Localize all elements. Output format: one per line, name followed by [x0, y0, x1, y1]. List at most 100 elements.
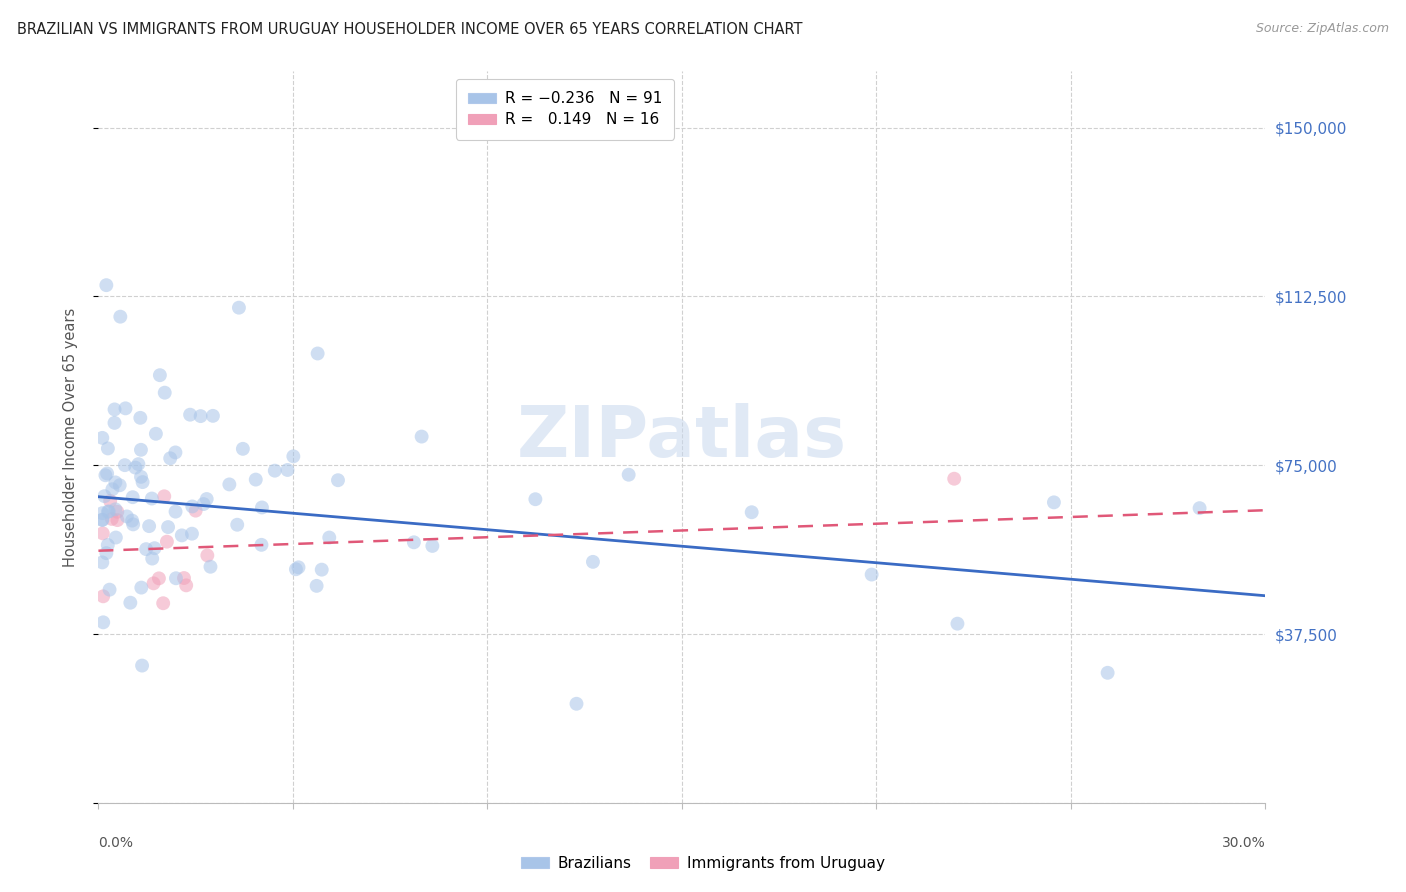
Point: [153, 385, 176, 400]
Point: [98, 582, 121, 597]
Point: [245, 473, 267, 487]
Point: [156, 534, 179, 549]
Point: [173, 571, 195, 585]
Text: ZIPatlas: ZIPatlas: [517, 402, 846, 472]
Point: [124, 460, 146, 475]
Point: [105, 513, 128, 527]
Point: [97, 505, 120, 519]
Point: [263, 464, 285, 478]
Point: [129, 470, 152, 484]
Point: [174, 578, 197, 592]
Point: [741, 505, 763, 519]
Point: [101, 482, 124, 496]
Point: [565, 697, 588, 711]
Point: [165, 571, 187, 585]
Point: [91, 526, 114, 541]
Point: [318, 531, 340, 545]
Point: [91, 506, 114, 520]
Point: [120, 596, 142, 610]
Point: [129, 410, 152, 425]
Point: [1188, 501, 1211, 516]
Point: [114, 458, 136, 472]
Point: [97, 504, 120, 518]
Point: [232, 442, 254, 456]
Point: [97, 442, 120, 456]
Point: [195, 491, 218, 506]
Point: [943, 472, 966, 486]
Point: [193, 497, 215, 511]
Point: [91, 615, 114, 630]
Point: [284, 562, 307, 576]
Point: [97, 538, 120, 552]
Point: [91, 513, 114, 527]
Point: [101, 512, 124, 526]
Point: [190, 409, 212, 424]
Point: [110, 310, 132, 324]
Point: [159, 451, 181, 466]
Point: [179, 408, 201, 422]
Point: [138, 519, 160, 533]
Point: [200, 559, 222, 574]
Point: [129, 442, 152, 457]
Point: [143, 541, 166, 556]
Point: [1097, 665, 1119, 680]
Point: [228, 301, 250, 315]
Point: [305, 579, 328, 593]
Point: [307, 346, 329, 360]
Text: Source: ZipAtlas.com: Source: ZipAtlas.com: [1256, 22, 1389, 36]
Point: [283, 450, 305, 464]
Text: 30.0%: 30.0%: [1222, 836, 1265, 850]
Point: [524, 492, 547, 507]
Point: [131, 475, 153, 489]
Point: [617, 467, 640, 482]
Point: [152, 596, 174, 610]
Point: [170, 528, 193, 542]
Point: [1043, 495, 1066, 509]
Point: [127, 457, 149, 471]
Point: [860, 567, 883, 582]
Point: [104, 502, 127, 516]
Point: [411, 429, 433, 443]
Point: [122, 517, 145, 532]
Point: [148, 571, 170, 585]
Point: [250, 538, 273, 552]
Point: [326, 473, 349, 487]
Point: [91, 555, 114, 569]
Point: [114, 401, 136, 416]
Point: [96, 278, 118, 293]
Point: [402, 535, 425, 549]
Point: [149, 368, 172, 383]
Point: [121, 490, 143, 504]
Point: [91, 513, 114, 527]
Point: [121, 514, 143, 528]
Point: [287, 560, 309, 574]
Point: [946, 616, 969, 631]
Point: [181, 526, 204, 541]
Point: [131, 581, 153, 595]
Point: [153, 489, 176, 503]
Point: [108, 478, 131, 492]
Point: [201, 409, 224, 423]
Point: [141, 551, 163, 566]
Point: [157, 520, 180, 534]
Point: [98, 494, 121, 508]
Point: [276, 463, 298, 477]
Point: [103, 402, 125, 417]
Point: [145, 426, 167, 441]
Point: [165, 505, 187, 519]
Point: [218, 477, 240, 491]
Point: [141, 491, 163, 506]
Point: [103, 416, 125, 430]
Point: [115, 509, 138, 524]
Point: [226, 517, 249, 532]
Y-axis label: Householder Income Over 65 years: Householder Income Over 65 years: [63, 308, 77, 566]
Point: [105, 505, 128, 519]
Legend: Brazilians, Immigrants from Uruguay: Brazilians, Immigrants from Uruguay: [515, 850, 891, 877]
Point: [94, 468, 117, 483]
Point: [422, 539, 444, 553]
Point: [184, 503, 207, 517]
Point: [91, 431, 114, 445]
Point: [181, 500, 204, 514]
Point: [96, 546, 118, 560]
Point: [104, 475, 127, 490]
